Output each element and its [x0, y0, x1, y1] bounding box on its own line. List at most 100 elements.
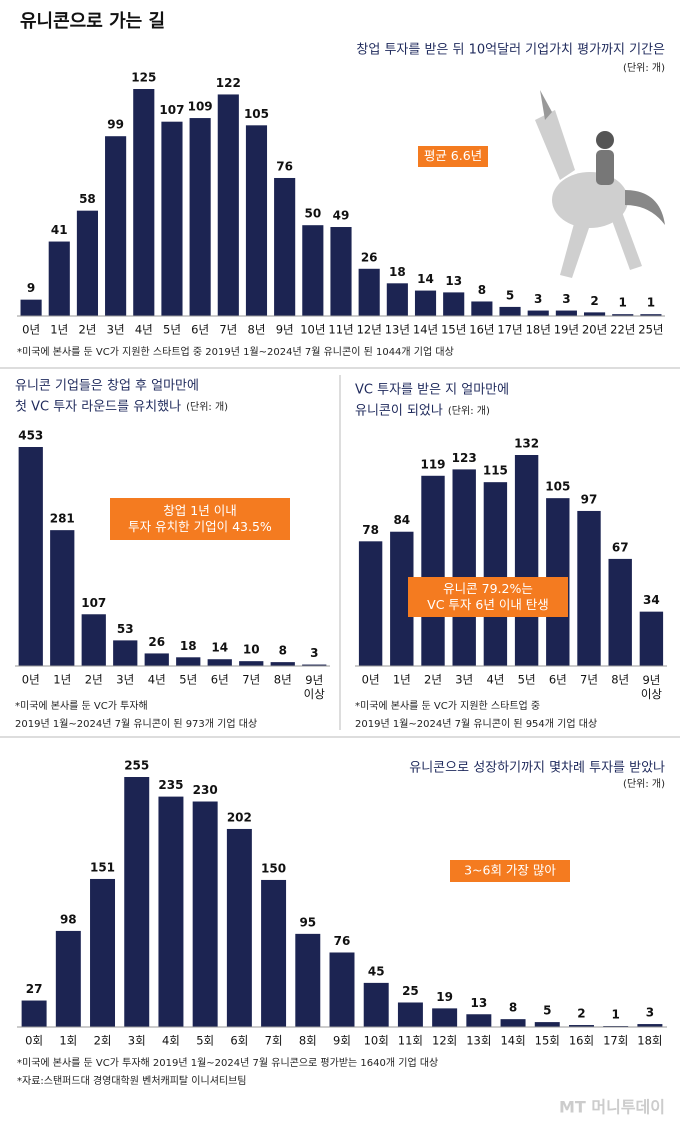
- bar: [274, 177, 296, 316]
- x-tick-label: 3회: [128, 1034, 146, 1048]
- x-tick-label: 1회: [59, 1034, 77, 1048]
- x-tick-label: 13회: [466, 1034, 491, 1048]
- x-tick-label: 1년: [393, 673, 411, 687]
- x-tick-label: 7년: [242, 673, 260, 687]
- bar: [527, 310, 549, 316]
- annotation: 유니콘 79.2%는 VC 투자 6년 이내 탄생: [427, 581, 549, 612]
- x-tick-label: 2년: [78, 323, 96, 337]
- x-tick-label: 9년 이상: [304, 673, 326, 701]
- annotation: 3~6회 가장 많아: [464, 863, 556, 878]
- value-label: 18: [180, 639, 197, 653]
- bar: [302, 664, 327, 666]
- x-tick-label: 22년: [610, 323, 635, 337]
- x-tick-label: 12년: [357, 323, 382, 337]
- footnote: *미국에 본사를 둔 VC가 지원한 스타트업 중 2019년 1월~2024년…: [17, 345, 454, 358]
- bar: [158, 796, 184, 1027]
- chart-title: 첫 VC 투자 라운드를 유치했나: [15, 399, 181, 415]
- x-tick-label: 1년: [50, 323, 68, 337]
- bar: [245, 125, 268, 316]
- annotation: 창업 1년 이내 투자 유치한 기업이 43.5%: [128, 503, 272, 534]
- x-tick-label: 3년: [455, 673, 473, 687]
- x-tick-label: 18년: [526, 323, 551, 337]
- x-tick-label: 4년: [148, 673, 166, 687]
- bar: [514, 455, 539, 666]
- x-tick-label: 2회: [94, 1034, 112, 1048]
- value-label: 235: [158, 778, 183, 792]
- bar: [534, 1022, 560, 1027]
- x-tick-label: 17년: [497, 323, 522, 337]
- bar: [499, 306, 521, 316]
- value-label: 107: [81, 596, 106, 610]
- value-label: 3: [310, 646, 318, 660]
- value-label: 49: [333, 209, 350, 223]
- value-label: 5: [506, 288, 514, 302]
- bar: [50, 530, 75, 666]
- value-label: 3: [562, 292, 570, 306]
- x-tick-label: 0회: [25, 1034, 43, 1048]
- value-label: 95: [299, 915, 316, 929]
- annotation-box: [418, 146, 488, 167]
- bar: [295, 933, 321, 1027]
- bar: [261, 879, 287, 1027]
- bar: [81, 614, 106, 666]
- chart-title: 유니콘이 되었나: [355, 404, 443, 419]
- bar: [18, 447, 43, 666]
- value-label: 202: [227, 810, 252, 824]
- bar: [20, 299, 42, 316]
- bar: [124, 777, 150, 1027]
- bar: [363, 982, 389, 1027]
- bar: [48, 241, 70, 316]
- bar: [133, 89, 155, 316]
- unit-label: (단위: 개): [186, 400, 228, 413]
- value-label: 50: [304, 207, 321, 221]
- value-label: 97: [581, 492, 598, 506]
- value-label: 105: [545, 480, 570, 494]
- value-label: 13: [470, 996, 487, 1010]
- value-label: 10: [243, 643, 260, 657]
- x-tick-label: 8회: [299, 1034, 317, 1048]
- page-title: 유니콘으로 가는 길: [20, 10, 165, 32]
- x-tick-label: 17회: [603, 1034, 628, 1048]
- unit-label: (단위: 개): [623, 777, 665, 790]
- value-label: 150: [261, 861, 286, 875]
- bar: [640, 314, 662, 316]
- value-label: 1: [612, 1008, 620, 1022]
- bar: [577, 510, 601, 666]
- footnote: *자료:스탠퍼드대 경영대학원 벤처캐피탈 이니셔티브팀: [17, 1074, 247, 1087]
- value-label: 67: [612, 540, 629, 554]
- footnote: 2019년 1월~2024년 7월 유니콘이 된 973개 기업 대상: [15, 717, 257, 730]
- x-tick-label: 3년: [107, 323, 125, 337]
- x-tick-label: 8년: [274, 673, 292, 687]
- bar: [639, 611, 664, 666]
- x-tick-label: 14년: [413, 323, 438, 337]
- bar: [161, 121, 183, 316]
- x-tick-label: 8년: [611, 673, 629, 687]
- bar: [176, 657, 201, 666]
- bar: [217, 94, 239, 316]
- unicorn-illustration: [535, 90, 665, 278]
- bar: [421, 475, 445, 666]
- x-tick-label: 7년: [580, 673, 598, 687]
- x-tick-label: 4년: [135, 323, 153, 337]
- value-label: 1: [647, 296, 655, 310]
- footnote: *미국에 본사를 둔 VC가 투자해 2019년 1월~2024년 7월 유니콘…: [17, 1056, 438, 1069]
- value-label: 2: [590, 294, 598, 308]
- bar: [414, 290, 437, 316]
- bar: [144, 653, 169, 666]
- bar: [584, 312, 606, 316]
- x-tick-label: 6년: [211, 673, 229, 687]
- bar: [270, 662, 295, 666]
- x-tick-label: 16회: [569, 1034, 594, 1048]
- value-label: 105: [244, 107, 269, 121]
- value-label: 18: [389, 265, 406, 279]
- value-label: 123: [452, 451, 477, 465]
- value-label: 453: [18, 429, 43, 443]
- logo: MT 머니투데이: [559, 1098, 665, 1117]
- x-tick-label: 9회: [333, 1034, 351, 1048]
- bar: [21, 1000, 47, 1027]
- value-label: 14: [211, 641, 228, 655]
- x-tick-label: 0년: [362, 673, 380, 687]
- value-label: 109: [188, 100, 213, 114]
- x-tick-label: 8년: [248, 323, 266, 337]
